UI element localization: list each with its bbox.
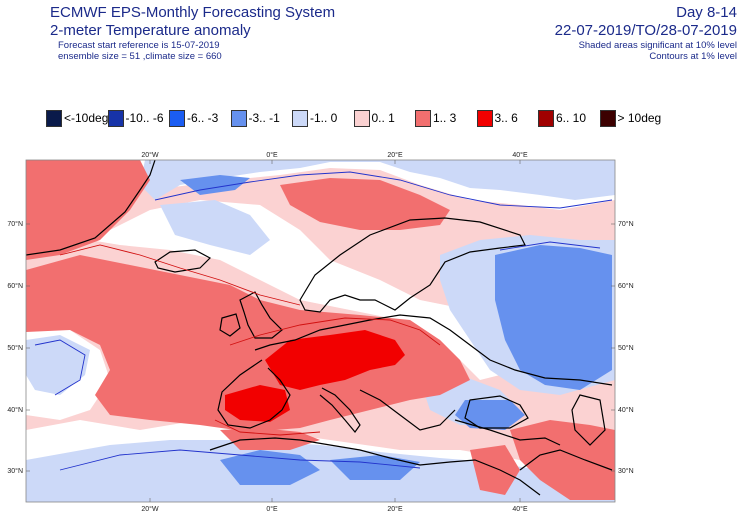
coast-britain — [239, 291, 283, 339]
day-range-text: Day 8-14 — [676, 4, 737, 21]
coast-north-africa — [209, 437, 541, 496]
legend-label: 0.. 1 — [371, 111, 395, 125]
positive-atlantic-europe — [26, 255, 470, 432]
coast-middle-east — [519, 449, 613, 471]
negative-russia — [495, 245, 612, 390]
legend-label: -10.. -6 — [125, 111, 164, 125]
latitude-label: 40°N — [618, 406, 634, 414]
coastlines — [26, 160, 613, 496]
longitude-label: 20°W — [141, 151, 159, 159]
contour-negative-africa — [59, 449, 421, 471]
forecast-start-text: Forecast start reference is 15-07-2019 — [58, 40, 220, 51]
latitude-labels-right: 70°N 60°N 50°N 40°N 30°N — [611, 220, 634, 475]
chart-subtitle: 2-meter Temperature anomaly — [50, 22, 251, 39]
strong-positive-iberia — [225, 385, 290, 422]
legend-swatch — [415, 110, 431, 127]
weak-negative-atlantic — [26, 335, 90, 395]
negative-greenland-sea — [180, 175, 250, 195]
contour-positive-west — [59, 244, 301, 306]
date-range-text: 22-07-2019/TO/28-07-2019 — [554, 22, 737, 39]
positive-east-mediterranean — [470, 445, 520, 495]
map-frame — [25, 159, 616, 503]
weak-negative-norway-sea — [160, 200, 270, 255]
longitude-label: 0°E — [266, 505, 278, 513]
latitude-label: 70°N — [7, 220, 23, 228]
longitude-labels-bottom: 20°W 0°E 20°E 40°E — [141, 498, 528, 513]
legend-swatch — [538, 110, 554, 127]
weak-negative-arctic — [140, 160, 615, 200]
longitude-label: 20°E — [387, 505, 403, 513]
legend-label: -3.. -1 — [248, 111, 280, 125]
legend-swatch — [169, 110, 185, 127]
contour-negative-atlantic — [34, 339, 86, 396]
legend-swatch — [107, 110, 124, 127]
contour-negative-north — [154, 171, 613, 209]
neutral-region-scandinavia — [90, 200, 520, 380]
latitude-label: 60°N — [618, 282, 634, 290]
legend-swatch — [353, 110, 370, 127]
negative-libya — [330, 455, 420, 480]
legend-swatch — [476, 110, 493, 127]
latitude-label: 30°N — [618, 467, 634, 475]
legend-label: 6.. 10 — [556, 111, 587, 125]
longitude-label: 20°E — [387, 151, 403, 159]
temperature-anomaly-map: 20°W 0°E 20°E 40°E 20°W 0°E 20°E 40°E 70°N 60°N… — [7, 151, 634, 513]
longitude-label: 40°E — [512, 505, 528, 513]
coast-ireland — [219, 313, 241, 337]
coast-turkey — [454, 419, 561, 446]
coast-scandinavia — [299, 217, 526, 313]
chart-title: ECMWF EPS-Monthly Forecasting System — [50, 4, 336, 21]
legend-label: -6.. -3 — [187, 111, 219, 125]
coast-iberia — [217, 359, 291, 429]
longitude-label: 0°E — [266, 151, 278, 159]
latitude-label: 30°N — [7, 467, 23, 475]
weak-negative-north-africa — [26, 440, 615, 502]
ensemble-info-text: ensemble size = 51 ,climate size = 660 — [58, 51, 222, 62]
contour-positive-europe — [229, 317, 441, 346]
positive-greenland — [26, 160, 150, 260]
latitude-label: 60°N — [7, 282, 23, 290]
positive-middle-east — [510, 420, 615, 500]
latitude-label: 50°N — [618, 344, 634, 352]
contour-note-text: Contours at 1% level — [649, 51, 737, 62]
coast-black-sea — [464, 395, 529, 429]
latitude-label: 50°N — [7, 344, 23, 352]
shading-note-text: Shaded areas significant at 10% level — [578, 40, 737, 51]
positive-arctic-russia — [280, 178, 450, 230]
negative-sahara — [220, 450, 320, 485]
legend-swatch — [292, 110, 308, 127]
strong-positive-central-europe — [265, 330, 405, 390]
legend-swatch — [599, 110, 616, 127]
legend-label: > 10deg — [617, 111, 662, 125]
legend-label: -1.. 0 — [310, 111, 338, 125]
legend-label: <-10deg — [64, 111, 109, 125]
legend-label: 1.. 3 — [433, 111, 457, 125]
latitude-label: 40°N — [7, 406, 23, 414]
coast-continent — [254, 314, 613, 386]
coast-balkans — [359, 389, 456, 431]
legend-swatch — [230, 110, 247, 127]
coast-italy — [319, 387, 361, 433]
latitude-labels-left: 70°N 60°N 50°N 40°N 30°N — [7, 220, 30, 475]
coast-greenland — [26, 160, 156, 256]
coast-caspian — [571, 394, 606, 446]
contour-negative-russia — [499, 241, 601, 251]
longitude-label: 40°E — [512, 151, 528, 159]
longitude-labels-top: 20°W 0°E 20°E 40°E — [141, 151, 528, 164]
contour-positive-iberia — [214, 419, 321, 436]
longitude-label: 20°W — [141, 505, 159, 513]
coast-iceland — [154, 249, 211, 273]
legend-swatch — [46, 110, 62, 127]
latitude-label: 70°N — [618, 220, 634, 228]
legend-label: 3.. 6 — [494, 111, 518, 125]
